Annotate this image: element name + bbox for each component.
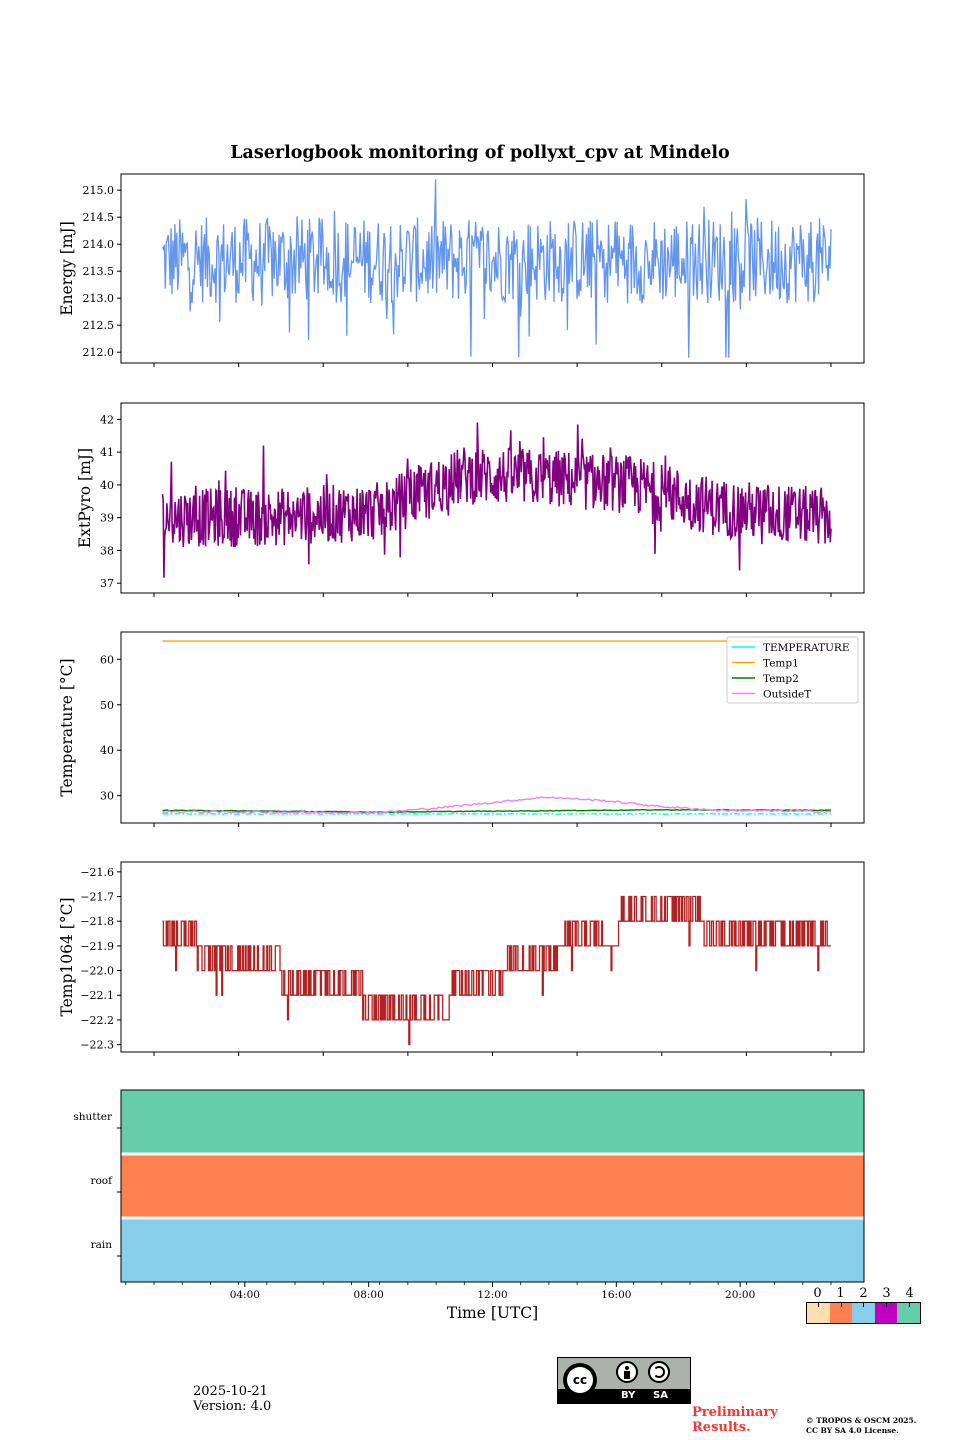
temperature-ytick-label: 50 (100, 699, 114, 712)
version-label: Version: 4.0 (193, 1399, 272, 1414)
figure-title: Laserlogbook monitoring of pollyxt_cpv a… (230, 143, 729, 163)
energy-ytick-label: 215.0 (83, 184, 115, 197)
colorbar-tick (818, 1303, 820, 1307)
colorbar-tick-label: 3 (882, 1286, 891, 1301)
colorbar-tick (908, 1303, 910, 1307)
sa-label: SA (653, 1390, 668, 1401)
temperature-series-temp2 (162, 808, 832, 814)
temperature-series-temperature (162, 812, 832, 815)
colorbar-cell-3 (874, 1303, 898, 1323)
temp1064-ytick-label: −22.0 (80, 965, 114, 978)
colorbar-cell-2 (852, 1303, 875, 1323)
legend-label-outsidet: OutsideT (763, 689, 811, 701)
legend-label-temperature: TEMPERATURE (763, 642, 850, 654)
status-row-label-shutter: shutter (73, 1111, 113, 1123)
copyright-line1: © TROPOS & OSCM 2025. (806, 1416, 917, 1425)
temperature-ytick-label: 40 (100, 744, 114, 757)
date-label: 2025-10-21 (193, 1384, 268, 1399)
temp1064-ytick-label: −22.1 (80, 989, 114, 1002)
extpyro-ytick-label: 37 (100, 577, 114, 590)
status-row-shutter (121, 1090, 864, 1153)
by-icon (616, 1361, 638, 1383)
energy-ytick-label: 212.5 (83, 319, 115, 332)
extpyro-ytick-label: 42 (100, 413, 114, 426)
temp1064-ytick-label: −21.7 (80, 891, 114, 904)
colorbar-cell-4 (897, 1303, 920, 1323)
temp1064-ytick-label: −21.9 (80, 940, 114, 953)
colorbar-cell-1 (829, 1303, 853, 1323)
status-xtick-label: 20:00 (725, 1289, 755, 1301)
temperature-legend-box (726, 636, 859, 704)
copyright-line2: CC BY SA 4.0 License. (806, 1426, 899, 1435)
energy-ytick-label: 214.0 (83, 238, 115, 251)
legend-label-temp2: Temp2 (763, 673, 799, 685)
temp1064-ytick-label: −22.2 (80, 1014, 114, 1027)
temperature-ytick-label: 60 (100, 653, 114, 666)
status-row-rain (121, 1219, 864, 1282)
extpyro-series-line (161, 422, 832, 578)
status-xtick-label: 16:00 (601, 1289, 631, 1301)
status-xtick-label: 08:00 (354, 1289, 384, 1301)
colorbar-cells (806, 1302, 921, 1324)
status-row-label-roof: roof (90, 1175, 113, 1187)
cc-license-badge: cc BY SA (557, 1357, 691, 1404)
energy-ytick-label: 213.0 (83, 292, 115, 305)
temperature-ylabel: Temperature [°C] (58, 658, 76, 796)
extpyro-ytick-label: 39 (100, 512, 114, 525)
cc-icon: cc (563, 1363, 597, 1397)
colorbar-tick (840, 1303, 842, 1307)
temperature-ytick-label: 30 (100, 790, 114, 803)
preliminary-results-line1: Preliminary (692, 1405, 778, 1420)
colorbar-cell-0 (807, 1303, 830, 1323)
temp1064-ytick-label: −21.8 (80, 915, 114, 928)
extpyro-ytick-label: 38 (100, 544, 114, 557)
colorbar-tick-label: 4 (905, 1286, 914, 1301)
by-label: BY (621, 1390, 636, 1401)
preliminary-results-line2: Results. (692, 1420, 751, 1435)
colorbar-tick-label: 2 (859, 1286, 868, 1301)
colorbar-tick-label: 0 (813, 1286, 822, 1301)
extpyro-ytick-label: 40 (100, 479, 114, 492)
extpyro-ylabel: ExtPyro [mJ] (76, 448, 94, 548)
colorbar-tick (863, 1303, 865, 1307)
status-row-roof (121, 1155, 864, 1217)
colorbar-tick (886, 1303, 888, 1307)
temp1064-ylabel: Temp1064 [°C] (58, 897, 76, 1016)
status-xtick-label: 04:00 (230, 1289, 260, 1301)
status-row-label-rain: rain (91, 1239, 113, 1251)
energy-ytick-label: 212.0 (83, 346, 115, 359)
extpyro-ytick-label: 41 (100, 446, 114, 459)
temp1064-ytick-label: −22.3 (80, 1039, 114, 1052)
sa-icon (648, 1361, 670, 1383)
temp1064-ytick-label: −21.6 (80, 866, 114, 879)
temp1064-series-line (162, 895, 831, 1046)
energy-ytick-label: 214.5 (83, 211, 115, 224)
x-axis-label: Time [UTC] (447, 1304, 538, 1322)
temperature-series-outsidet (162, 796, 832, 815)
energy-ylabel: Energy [mJ] (58, 221, 76, 316)
energy-series-line (161, 179, 832, 358)
colorbar-tick-label: 1 (836, 1286, 845, 1301)
energy-ytick-label: 213.5 (83, 265, 115, 278)
legend-label-temp1: Temp1 (763, 658, 799, 670)
status-xtick-label: 12:00 (477, 1289, 507, 1301)
